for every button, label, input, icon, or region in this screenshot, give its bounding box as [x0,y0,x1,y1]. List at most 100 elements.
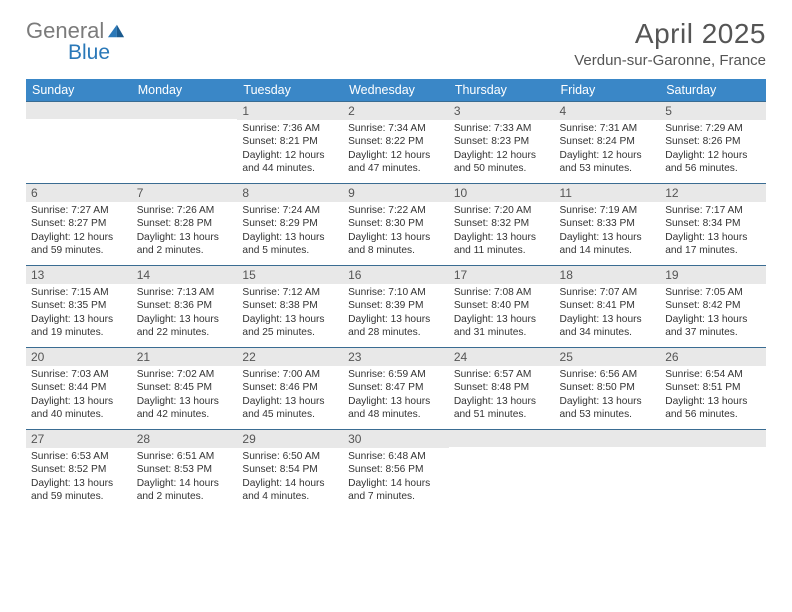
day-number: 22 [237,347,343,366]
calendar-row: 27Sunrise: 6:53 AM Sunset: 8:52 PM Dayli… [26,429,766,511]
calendar-cell: 16Sunrise: 7:10 AM Sunset: 8:39 PM Dayli… [343,265,449,347]
calendar-cell: 20Sunrise: 7:03 AM Sunset: 8:44 PM Dayli… [26,347,132,429]
day-number: 20 [26,347,132,366]
calendar-cell: 13Sunrise: 7:15 AM Sunset: 8:35 PM Dayli… [26,265,132,347]
calendar-cell: 21Sunrise: 7:02 AM Sunset: 8:45 PM Dayli… [132,347,238,429]
day-number: 5 [660,101,766,120]
day-number: 2 [343,101,449,120]
day-number: 13 [26,265,132,284]
calendar-cell: 10Sunrise: 7:20 AM Sunset: 8:32 PM Dayli… [449,183,555,265]
day-number: 12 [660,183,766,202]
day-details [26,119,132,177]
day-number: 16 [343,265,449,284]
day-number [449,429,555,447]
day-details [660,447,766,505]
calendar-head: SundayMondayTuesdayWednesdayThursdayFrid… [26,79,766,101]
weekday-header: Thursday [449,79,555,101]
day-details [555,447,661,505]
day-details: Sunrise: 6:59 AM Sunset: 8:47 PM Dayligh… [343,366,449,428]
calendar-row: 1Sunrise: 7:36 AM Sunset: 8:21 PM Daylig… [26,101,766,183]
location: Verdun-sur-Garonne, France [574,52,766,69]
day-number: 9 [343,183,449,202]
calendar-row: 20Sunrise: 7:03 AM Sunset: 8:44 PM Dayli… [26,347,766,429]
day-details: Sunrise: 7:27 AM Sunset: 8:27 PM Dayligh… [26,202,132,264]
calendar-cell: 27Sunrise: 6:53 AM Sunset: 8:52 PM Dayli… [26,429,132,511]
day-details: Sunrise: 6:57 AM Sunset: 8:48 PM Dayligh… [449,366,555,428]
day-details: Sunrise: 7:24 AM Sunset: 8:29 PM Dayligh… [237,202,343,264]
day-number: 23 [343,347,449,366]
logo-text-blue: Blue [68,41,110,65]
calendar-cell: 5Sunrise: 7:29 AM Sunset: 8:26 PM Daylig… [660,101,766,183]
logo: General Blue [26,18,109,44]
calendar-cell [449,429,555,511]
calendar-cell: 12Sunrise: 7:17 AM Sunset: 8:34 PM Dayli… [660,183,766,265]
day-number: 25 [555,347,661,366]
calendar-cell: 9Sunrise: 7:22 AM Sunset: 8:30 PM Daylig… [343,183,449,265]
day-details: Sunrise: 6:50 AM Sunset: 8:54 PM Dayligh… [237,448,343,510]
day-number: 1 [237,101,343,120]
day-number: 29 [237,429,343,448]
day-number: 14 [132,265,238,284]
day-number: 7 [132,183,238,202]
day-details: Sunrise: 7:22 AM Sunset: 8:30 PM Dayligh… [343,202,449,264]
day-details: Sunrise: 7:19 AM Sunset: 8:33 PM Dayligh… [555,202,661,264]
calendar-cell: 17Sunrise: 7:08 AM Sunset: 8:40 PM Dayli… [449,265,555,347]
day-number: 17 [449,265,555,284]
day-number: 8 [237,183,343,202]
calendar-cell: 22Sunrise: 7:00 AM Sunset: 8:46 PM Dayli… [237,347,343,429]
header: General Blue April 2025 Verdun-sur-Garon… [26,18,766,69]
day-details: Sunrise: 7:36 AM Sunset: 8:21 PM Dayligh… [237,120,343,182]
calendar-row: 13Sunrise: 7:15 AM Sunset: 8:35 PM Dayli… [26,265,766,347]
calendar-cell: 15Sunrise: 7:12 AM Sunset: 8:38 PM Dayli… [237,265,343,347]
calendar-table: SundayMondayTuesdayWednesdayThursdayFrid… [26,79,766,511]
day-details: Sunrise: 7:31 AM Sunset: 8:24 PM Dayligh… [555,120,661,182]
day-details: Sunrise: 7:07 AM Sunset: 8:41 PM Dayligh… [555,284,661,346]
day-details: Sunrise: 6:51 AM Sunset: 8:53 PM Dayligh… [132,448,238,510]
calendar-cell: 24Sunrise: 6:57 AM Sunset: 8:48 PM Dayli… [449,347,555,429]
day-number: 4 [555,101,661,120]
calendar-cell [132,101,238,183]
day-details: Sunrise: 6:56 AM Sunset: 8:50 PM Dayligh… [555,366,661,428]
weekday-header: Saturday [660,79,766,101]
calendar-cell [555,429,661,511]
day-details [449,447,555,505]
day-details: Sunrise: 7:33 AM Sunset: 8:23 PM Dayligh… [449,120,555,182]
calendar-cell [660,429,766,511]
month-title: April 2025 [574,18,766,50]
calendar-cell: 6Sunrise: 7:27 AM Sunset: 8:27 PM Daylig… [26,183,132,265]
day-number: 21 [132,347,238,366]
day-number: 27 [26,429,132,448]
day-number: 28 [132,429,238,448]
day-details [132,119,238,177]
day-number [555,429,661,447]
calendar-cell: 25Sunrise: 6:56 AM Sunset: 8:50 PM Dayli… [555,347,661,429]
day-number [132,101,238,119]
day-details: Sunrise: 7:05 AM Sunset: 8:42 PM Dayligh… [660,284,766,346]
day-details: Sunrise: 7:08 AM Sunset: 8:40 PM Dayligh… [449,284,555,346]
day-details: Sunrise: 7:17 AM Sunset: 8:34 PM Dayligh… [660,202,766,264]
calendar-cell: 14Sunrise: 7:13 AM Sunset: 8:36 PM Dayli… [132,265,238,347]
weekday-header: Tuesday [237,79,343,101]
day-number: 19 [660,265,766,284]
calendar-cell: 28Sunrise: 6:51 AM Sunset: 8:53 PM Dayli… [132,429,238,511]
day-number: 30 [343,429,449,448]
weekday-header: Sunday [26,79,132,101]
day-number [26,101,132,119]
calendar-row: 6Sunrise: 7:27 AM Sunset: 8:27 PM Daylig… [26,183,766,265]
calendar-cell [26,101,132,183]
day-details: Sunrise: 6:48 AM Sunset: 8:56 PM Dayligh… [343,448,449,510]
calendar-body: 1Sunrise: 7:36 AM Sunset: 8:21 PM Daylig… [26,101,766,511]
calendar-cell: 8Sunrise: 7:24 AM Sunset: 8:29 PM Daylig… [237,183,343,265]
day-details: Sunrise: 6:54 AM Sunset: 8:51 PM Dayligh… [660,366,766,428]
day-details: Sunrise: 7:00 AM Sunset: 8:46 PM Dayligh… [237,366,343,428]
day-details: Sunrise: 7:10 AM Sunset: 8:39 PM Dayligh… [343,284,449,346]
weekday-header: Wednesday [343,79,449,101]
day-number: 26 [660,347,766,366]
day-number [660,429,766,447]
day-details: Sunrise: 7:20 AM Sunset: 8:32 PM Dayligh… [449,202,555,264]
logo-triangle-icon [107,22,125,40]
calendar-cell: 2Sunrise: 7:34 AM Sunset: 8:22 PM Daylig… [343,101,449,183]
calendar-cell: 26Sunrise: 6:54 AM Sunset: 8:51 PM Dayli… [660,347,766,429]
calendar-cell: 7Sunrise: 7:26 AM Sunset: 8:28 PM Daylig… [132,183,238,265]
day-number: 24 [449,347,555,366]
